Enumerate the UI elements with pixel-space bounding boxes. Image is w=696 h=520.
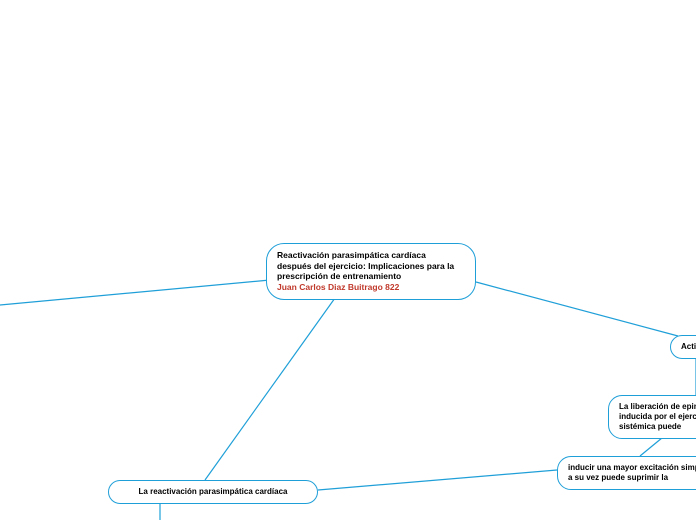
edge — [0, 280, 270, 305]
edge — [318, 470, 557, 490]
root-title-line1: Reactivación parasimpática cardíaca — [277, 250, 426, 260]
root-author: Juan Carlos Diaz Buitrago 822 — [277, 282, 399, 292]
edge — [476, 282, 678, 336]
mindmap-canvas: { "viewport": { "width": 696, "height": … — [0, 0, 696, 520]
node-inducir-l2: a su vez puede suprimir la — [568, 473, 668, 482]
edge — [205, 291, 340, 480]
root-title-line3: prescripción de entrenamiento — [277, 271, 401, 281]
root-node[interactable]: Reactivación parasimpática cardíaca desp… — [266, 243, 476, 300]
node-reactivacion-label: La reactivación parasimpática cardíaca — [139, 487, 288, 496]
node-liberacion-l2: inducida por el ejercicio — [619, 412, 696, 421]
node-liberacion[interactable]: La liberación de epinefri inducida por e… — [608, 395, 696, 439]
node-liberacion-l3: sistémica puede — [619, 422, 681, 431]
node-inducir[interactable]: inducir una mayor excitación simpática a… — [557, 456, 696, 490]
node-reactivacion[interactable]: La reactivación parasimpática cardíaca — [108, 480, 318, 504]
node-actividad[interactable]: Actividad p — [670, 335, 696, 359]
node-liberacion-l1: La liberación de epinefri — [619, 402, 696, 411]
root-title-line2: después del ejercicio: Implicaciones par… — [277, 261, 454, 271]
node-actividad-label: Actividad p — [681, 342, 696, 351]
node-inducir-l1: inducir una mayor excitación simpática — [568, 463, 696, 472]
